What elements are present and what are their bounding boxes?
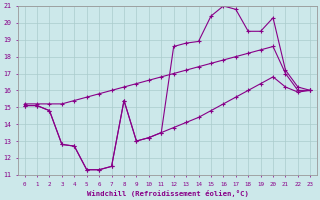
X-axis label: Windchill (Refroidissement éolien,°C): Windchill (Refroidissement éolien,°C)	[86, 190, 248, 197]
